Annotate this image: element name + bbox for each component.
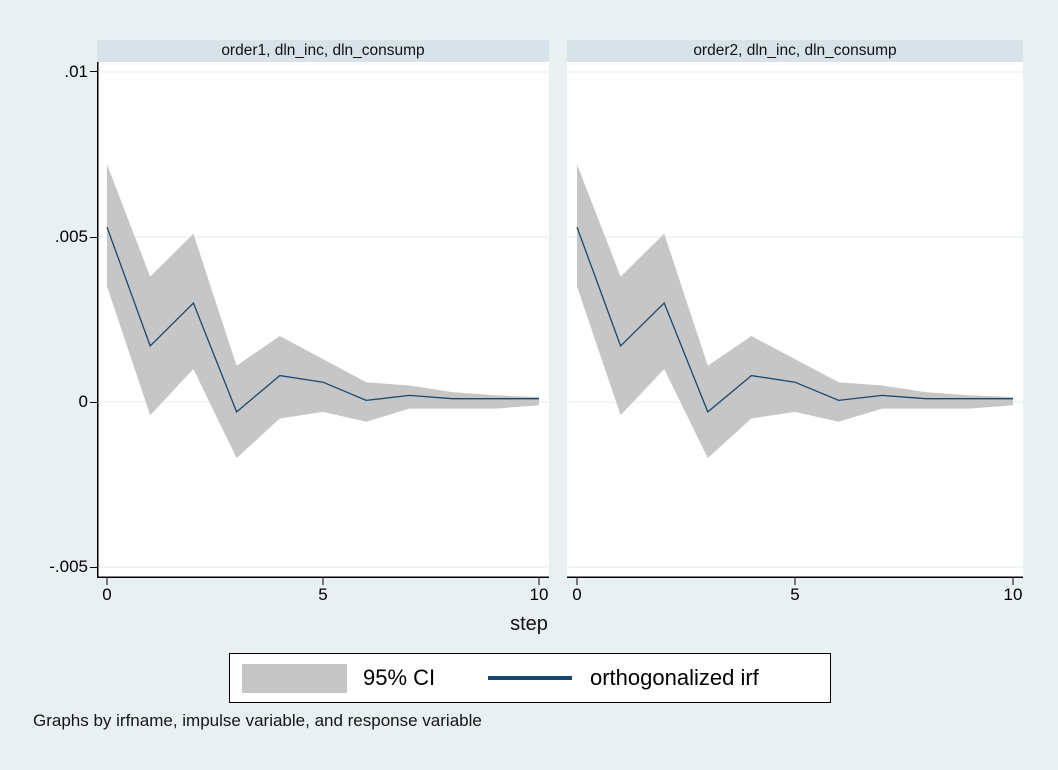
panel-title-order2: order2, dln_inc, dln_consump [567, 40, 1023, 62]
x-tick-label: 5 [318, 585, 328, 604]
x-tick-label: 0 [102, 585, 112, 604]
figure-caption: Graphs by irfname, impulse variable, and… [33, 711, 482, 730]
irf-line [106, 226, 539, 413]
irf-plot-order1 [97, 62, 549, 585]
y-axis-tick-labels: .01 .005 0 -.005 [18, 62, 88, 578]
x-tick-label: 10 [529, 585, 549, 604]
y-tick-mark [90, 401, 97, 403]
y-tick-mark [90, 71, 97, 73]
x-axis-title: step [510, 613, 548, 635]
panel-title-order1: order1, dln_inc, dln_consump [97, 40, 549, 62]
irf-line [576, 226, 1013, 413]
y-tick-label: .005 [54, 227, 88, 246]
x-axis-tick-labels-order2: 0 5 10 [567, 584, 1023, 606]
x-tick-label: 0 [572, 585, 582, 604]
legend-label-ci: 95% CI [363, 665, 436, 690]
ci-band [107, 164, 539, 459]
x-axis-tick-labels-order1: 0 5 10 [97, 584, 549, 606]
ci-band-swatch [242, 664, 347, 693]
ci-band [577, 164, 1013, 459]
y-tick-mark [90, 566, 97, 568]
legend: 95% CI orthogonalized irf [229, 653, 831, 703]
irf-line-swatch [488, 676, 572, 680]
y-tick-label: -.005 [49, 557, 88, 576]
irf-plot-order2 [567, 62, 1023, 585]
panel-order2: order2, dln_inc, dln_consump 0 5 10 [567, 40, 1023, 604]
y-tick-label: .01 [64, 62, 88, 81]
x-tick-label: 5 [790, 585, 800, 604]
x-tick-label: 10 [1003, 585, 1023, 604]
legend-label-irf: orthogonalized irf [590, 665, 759, 690]
y-axis-tick-marks [90, 62, 97, 578]
y-tick-mark [90, 236, 97, 238]
panel-order1: order1, dln_inc, dln_consump 0 5 10 [97, 40, 549, 604]
y-tick-label: 0 [78, 392, 88, 411]
